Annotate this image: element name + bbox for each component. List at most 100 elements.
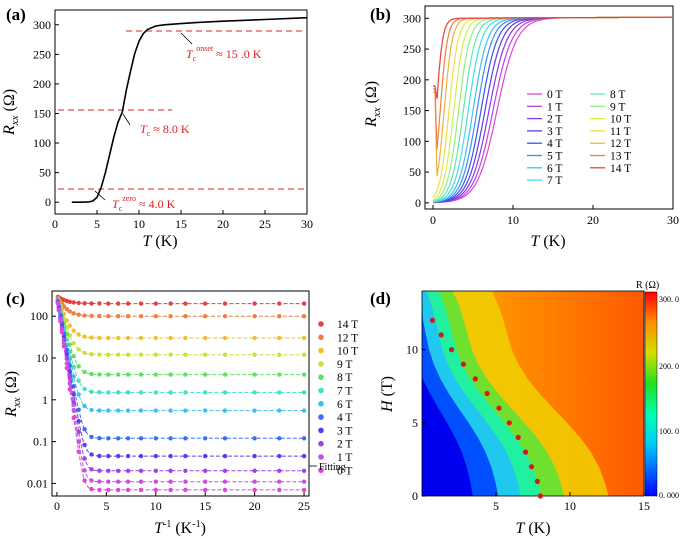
panel-d-ytick-label: 5 [412,416,418,430]
panel-c-point [183,436,188,441]
panel-c-point [97,408,102,413]
panel-c-fit-4t [56,296,304,439]
panel-c-point [82,301,87,306]
panel-c-point [106,436,111,441]
panel-c-point [138,352,144,357]
panel-c-legend-marker [318,361,324,367]
panel-c-point [97,479,102,484]
panel-c-point [125,479,131,484]
panel-c-point [183,352,188,357]
panel-c-point [89,486,94,492]
panel-c-legend-label: 1 T [337,452,352,464]
panel-c-point [71,415,76,420]
panel-c-point [82,478,87,483]
panel-c-fit-1t [56,296,304,483]
panel-c-point [97,352,102,357]
panel-c-legend-label: 0 T [337,465,352,477]
panel-c-point [252,390,257,395]
panel-c-ytick-label: 0.01 [27,476,48,490]
annotation-tc-zero: Tczero ≈ 4.0 K [112,194,176,213]
panel-a-ytick-label: 100 [33,136,51,150]
panel-b-legend-label: 6 T [547,163,562,175]
panel-c-point [252,352,257,357]
panel-d-tc-point [449,347,455,353]
panel-c-legend-marker [318,334,324,341]
panel-a-ytick-label: 250 [33,47,51,61]
panel-c-legend-label: 9 T [337,359,352,371]
anno-tc-sub: c [147,129,151,138]
panel-c-point [97,453,102,459]
panel-c-point [59,329,65,335]
panel-c-point [203,390,208,395]
panel-b-ytick-label: 300 [403,11,421,25]
colorbar-title: R (Ω) [636,280,659,291]
panel-c-point [76,332,81,337]
anno-onset-post: ≈ 15 .0 K [213,47,262,61]
panel-c-xlabel: T-1 (K-1) [154,519,206,537]
panel-a-ytick-label: 0 [45,195,51,209]
panel-c-point [252,479,257,484]
panel-c-point [277,468,282,473]
panel-c-point [82,369,87,375]
panel-c-xlabel-unit-sup: -1 [192,519,200,530]
panel-c-point [76,419,81,424]
panel-c-point [125,390,131,395]
panel-c-point [153,390,158,395]
panel-c-point [301,453,307,459]
panel-c-point [89,371,94,377]
heatmap-band-deep-blue [422,291,473,496]
panel-c-point [153,408,158,413]
anno-zero-sub: c [119,204,123,213]
panel-d-tc-point [496,405,502,411]
panel-c-point [97,313,102,319]
panel-c-xlabel-unit: (K [171,520,192,537]
panel-c-fit-6t [56,296,304,412]
panel-d-ylabel-var: H [379,399,396,413]
panel-c-legend-marker [318,427,324,434]
panel-d-xtick-label: 15 [638,499,650,513]
panel-c-point [183,479,188,484]
panel-c-point [82,403,87,409]
panel-d-tc-point [534,478,541,484]
panel-c-point [153,352,158,357]
panel-c-point [116,314,121,319]
panel-c-point [222,468,228,473]
arrow-zero [94,190,106,201]
panel-c-legend-marker [318,467,324,474]
panel-c-point [89,452,94,457]
panel-a-xtick-label: 0 [52,217,58,231]
panel-c-point [71,341,76,346]
panel-a-ytick-label: 50 [39,166,51,180]
anno-zero-pre: T [112,197,120,211]
panel-c-point [301,436,307,441]
panel-c-point [222,408,228,413]
panel-b-ylabel-unit: (Ω) [363,81,380,108]
panel-c-point [67,299,73,304]
panel-c-point [138,335,144,341]
panel-a-xlabel-var: T [142,233,152,250]
panel-c-point [168,352,173,357]
panel-c-point [203,487,208,493]
panel-c-point [116,479,121,484]
panel-c-point [138,487,144,493]
panel-c-point [252,372,257,377]
panel-c-fit-0t [56,296,304,491]
panel-c-point [106,487,111,493]
panel-c-point [106,479,111,484]
panel-b-legend-label: 0 T [547,89,562,101]
panel-c-xtick-label: 0 [54,499,60,513]
panel-b-legend-label: 8 T [610,89,625,101]
panel-c-point [97,390,102,395]
panel-c-point [168,301,173,306]
panel-b-curves [432,16,673,204]
panel-a-xlabel-unit: (K) [151,233,177,250]
panel-c-point [168,487,173,493]
panel-d-tc-points [429,317,544,499]
panel-b-legend-label: 2 T [547,114,562,126]
panel-c-point [64,365,70,371]
panel-c-point [76,312,81,317]
panel-c-point [252,408,257,413]
panel-c-point [277,487,282,493]
panel-d-xlabel-var: T [515,520,525,537]
panel-b-ytick-label: 50 [409,165,421,179]
